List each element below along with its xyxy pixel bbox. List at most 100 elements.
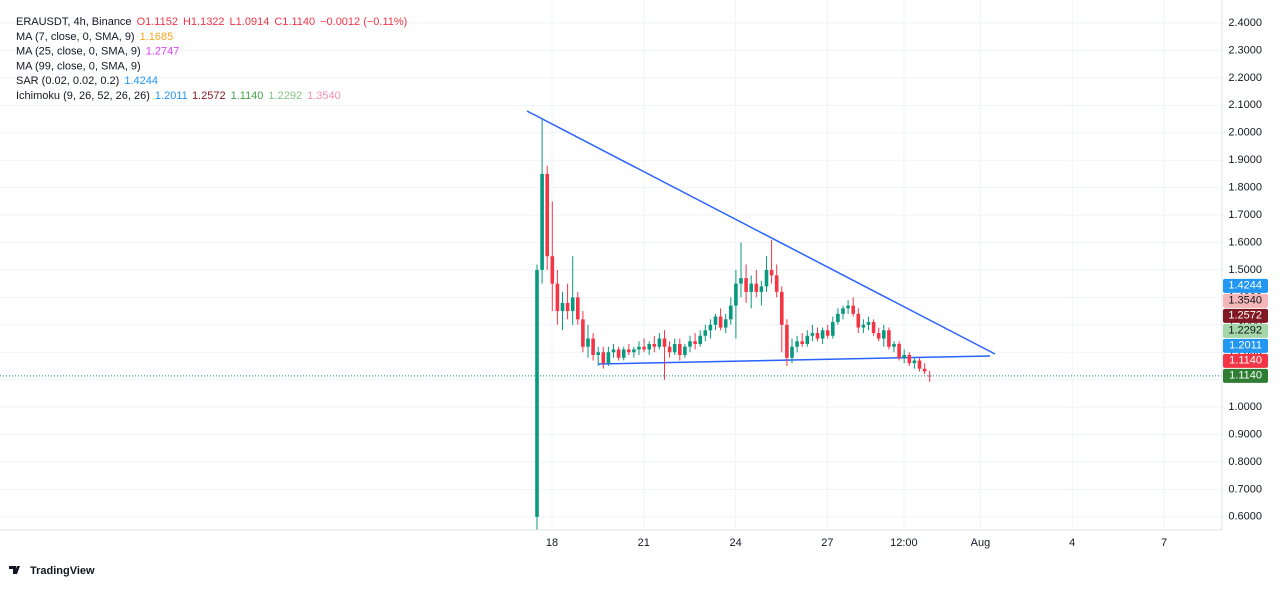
indicator-value: 1.2572 [192,90,226,102]
candle-body [887,330,891,347]
legend-row: MA (99, close, 0, SMA, 9) [16,60,141,72]
brand-logo [9,566,20,574]
x-tick-label: 7 [1161,537,1167,549]
candle-body [917,360,922,369]
indicator-value: 1.1140 [231,90,264,102]
price-badge [1223,293,1268,308]
y-tick-label: 0.9000 [1228,428,1262,440]
price-badge-label: 1.2011 [1229,340,1262,352]
candle-body [759,286,764,292]
candle-body [785,324,789,358]
y-tick-label: 1.8000 [1228,182,1262,194]
candle-body [657,338,662,347]
candle-body [616,349,621,358]
candle-body [861,324,866,328]
candle-body [897,344,901,358]
candle-body [713,316,718,325]
indicator-name: MA (25, close, 0, SMA, 9) [16,46,141,58]
candle-body [825,330,830,336]
legend-row: SAR (0.02, 0.02, 0.2) 1.4244 [16,75,158,87]
candle-body [780,291,784,325]
candle-body [754,283,759,292]
candle-body [902,354,906,358]
legend: ERAUSDT, 4h, Binance O1.1152 H1.1322 L1.091… [16,16,407,102]
candle-body [851,305,855,314]
candle-body [652,344,657,347]
candle-body [790,346,794,358]
indicator-name: MA (7, close, 0, SMA, 9) [16,31,135,43]
indicator-value: 1.3540 [307,90,341,102]
candle-body [846,305,850,309]
change: −0.0012 (−0.11%) [320,16,407,28]
candle-body [678,344,682,355]
candle-body [540,173,544,270]
indicator-name: Ichimoku (9, 26, 52, 26, 26) [16,90,150,102]
candle-body [535,269,539,517]
price-badge-label: 1.1140 [1229,370,1262,382]
candle-body [907,354,912,364]
x-tick-label: 18 [546,537,558,549]
candle-body [729,305,733,320]
y-tick-label: 1.6000 [1228,236,1262,248]
legend-row: MA (25, close, 0, SMA, 9) 1.2747 [16,46,179,58]
candle-body [672,344,677,353]
candle-body [627,349,631,353]
symbol: ERAUSDT, 4h, Binance [16,16,132,28]
price-badge [1223,308,1268,323]
indicator-value: 1.1685 [140,31,174,43]
candle-body [774,275,779,292]
candle-body [708,324,713,331]
y-tick-label: 1.7000 [1228,209,1262,221]
indicator-name: SAR (0.02, 0.02, 0.2) [16,75,119,87]
trend-line [597,355,991,365]
candle-body [647,344,651,350]
candle-body [606,352,611,364]
indicator-value: 1.4244 [124,75,158,87]
candle-body [591,338,595,355]
brand-name: TradingView [30,565,95,577]
candle-body [581,319,585,347]
candle-body [555,283,560,312]
candle-body [810,333,815,336]
price-badge-label: 1.2292 [1228,325,1262,337]
x-tick-label: 24 [729,537,741,549]
y-tick-label: 2.0000 [1228,127,1262,139]
x-tick-label: 27 [821,537,833,549]
candle-body [866,322,871,325]
candle-body [764,269,769,287]
y-tick-label: 2.4000 [1228,17,1262,29]
candle-body [550,256,555,284]
ohlc-value: H1.1322 [183,16,225,28]
candle-body [882,330,886,339]
candle-body [769,269,774,276]
y-tick-label: 0.8000 [1228,456,1262,468]
y-tick-label: 1.0000 [1228,401,1262,413]
candle-body [795,341,799,347]
ohlc-value: L1.0914 [230,16,270,28]
price-badge-label: 1.3540 [1228,295,1262,307]
candle-body [718,316,723,328]
price-badge [1223,368,1268,383]
candle-body [570,297,575,312]
candle-body [800,341,804,345]
y-tick-label: 0.6000 [1228,511,1262,523]
y-tick-label: 2.3000 [1228,44,1262,56]
candle-body [662,338,667,347]
candle-body [922,368,927,372]
price-badge [1223,278,1268,293]
grid [0,0,1222,530]
x-tick-label: 12:00 [890,537,918,549]
candle-body [871,322,876,334]
legend-row: Ichimoku (9, 26, 52, 26, 26) 1.2011 1.2572… [16,90,341,102]
candle-body [667,346,672,353]
ohlc-value: O1.1152 [137,16,178,28]
ohlc-value: C1.1140 [274,16,315,28]
indicator-value: 1.2747 [146,46,180,58]
brand: TradingView [9,565,95,577]
price-badge [1223,323,1268,338]
candle-body [744,278,748,292]
candle-body [611,349,616,353]
y-tick-label: 1.5000 [1228,264,1262,276]
candle-body [632,349,636,353]
